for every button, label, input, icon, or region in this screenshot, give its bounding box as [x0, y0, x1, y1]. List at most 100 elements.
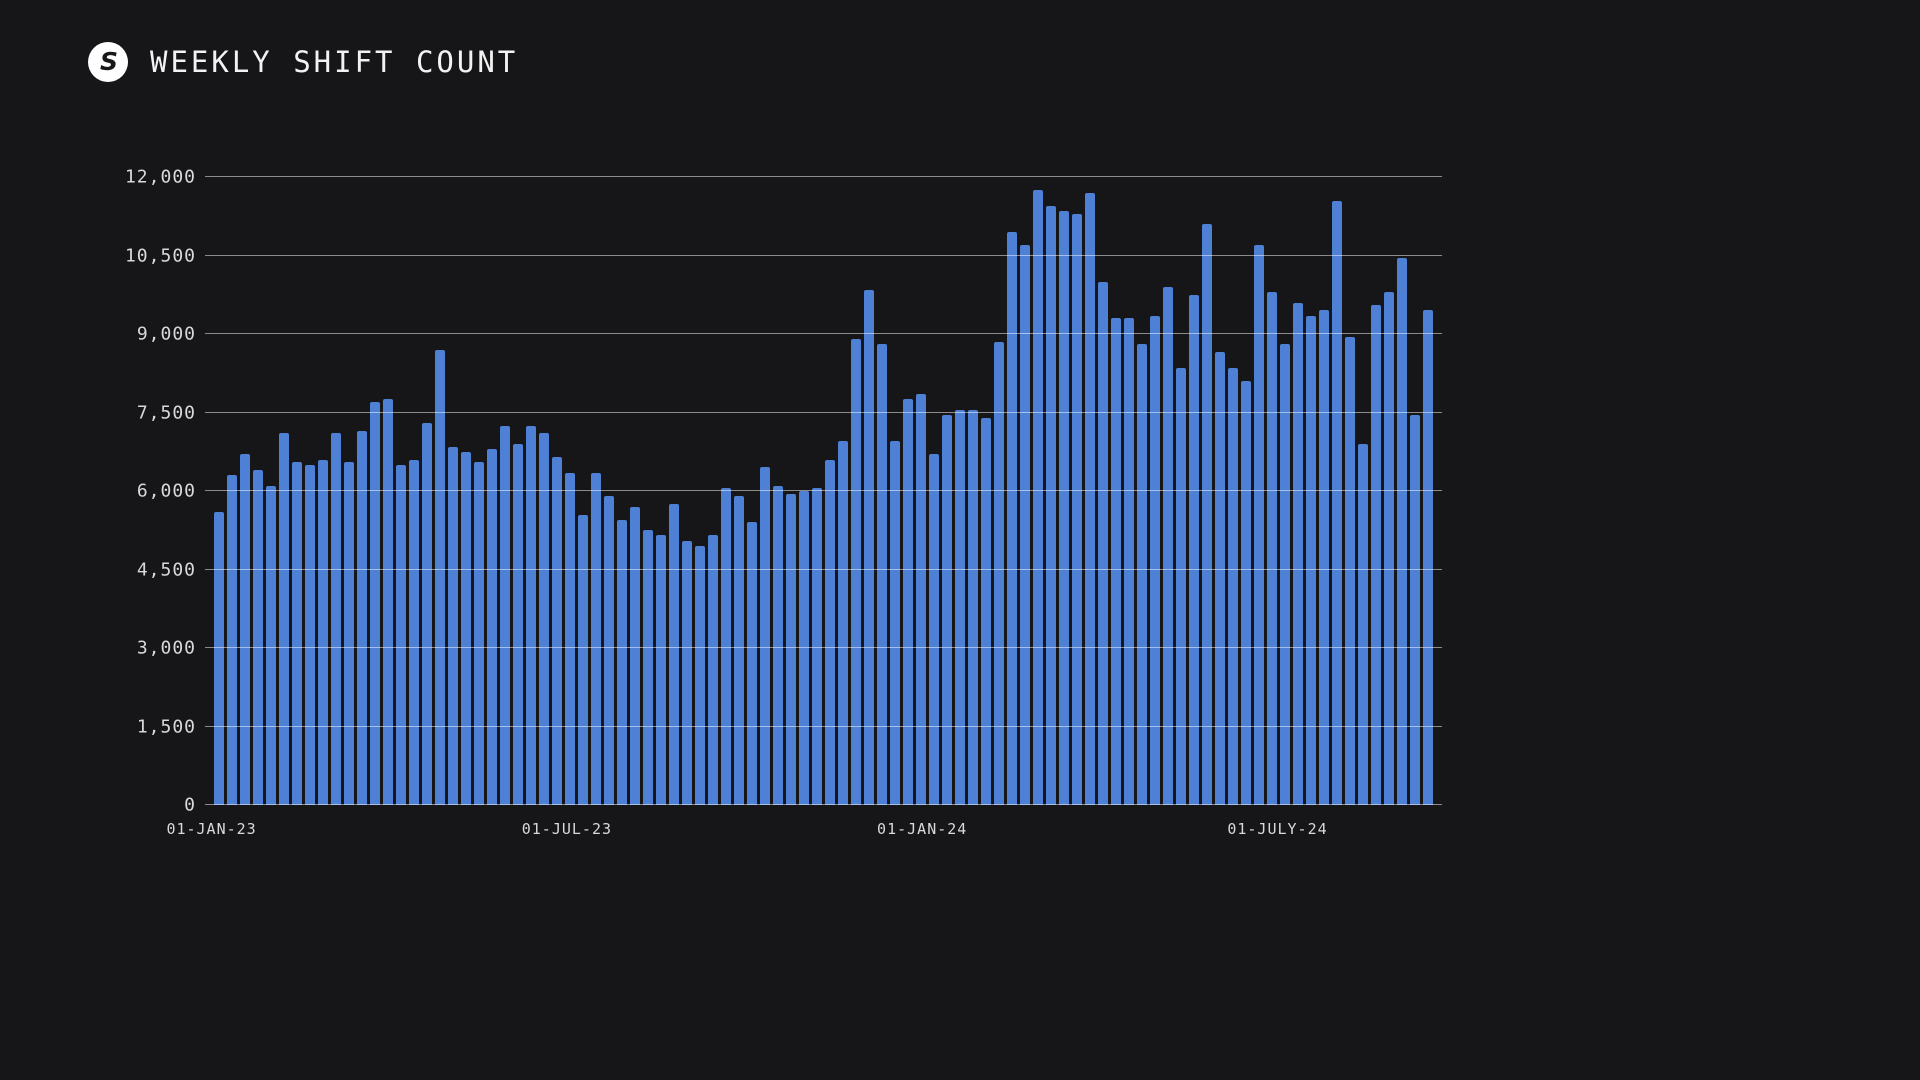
y-tick-label: 12,000	[124, 166, 196, 188]
s-logo-icon: S	[88, 42, 128, 82]
bar	[370, 402, 380, 805]
bar	[266, 485, 276, 805]
bar	[1397, 258, 1407, 805]
bar	[825, 459, 835, 805]
bar	[1137, 344, 1147, 805]
bar	[318, 459, 328, 805]
bar	[409, 459, 419, 805]
bar	[981, 417, 991, 805]
bar	[656, 535, 666, 805]
x-tick-label: 01-JUL-23	[521, 820, 613, 838]
bar	[578, 514, 588, 805]
bar	[591, 472, 601, 805]
bar	[721, 488, 731, 805]
bar	[1254, 245, 1264, 805]
bar	[539, 433, 549, 805]
bar	[1020, 245, 1030, 805]
bar	[331, 433, 341, 805]
bar	[1293, 302, 1303, 805]
bar	[864, 289, 874, 805]
x-tick-label: 01-JAN-24	[877, 820, 968, 838]
bar	[1189, 294, 1199, 805]
bar	[1228, 368, 1238, 805]
y-axis-labels: 0 1,500 3,000 4,500 6,000 7,500 9,000 10,500 12,…	[60, 167, 196, 816]
bar	[1332, 200, 1342, 805]
bar	[396, 464, 406, 805]
y-tick-label: 10,500	[124, 245, 196, 266]
plot-area	[205, 176, 1442, 805]
bar	[513, 443, 523, 805]
bar	[435, 349, 445, 805]
bar	[669, 504, 679, 805]
bar	[643, 530, 653, 805]
bar	[1202, 224, 1212, 805]
bar	[1176, 368, 1186, 805]
bar	[1410, 415, 1420, 805]
bar	[1111, 318, 1121, 805]
bar	[630, 506, 640, 805]
bar	[929, 454, 939, 805]
y-tick-label: 0	[184, 794, 196, 816]
bar	[448, 446, 458, 805]
bar	[565, 472, 575, 805]
bar	[279, 433, 289, 805]
y-tick-label: 1,500	[136, 716, 196, 737]
bar	[422, 422, 432, 805]
bar	[383, 399, 393, 805]
bar	[877, 344, 887, 805]
bar	[942, 415, 952, 805]
bar	[1267, 292, 1277, 805]
chart-header: S WEEKLY SHIFT COUNT	[88, 42, 518, 82]
bar	[1059, 211, 1069, 805]
bar	[1384, 292, 1394, 805]
bar	[1163, 286, 1173, 805]
bars	[205, 177, 1442, 805]
bar	[487, 449, 497, 805]
bar	[305, 464, 315, 805]
bar	[838, 441, 848, 805]
bar	[1046, 205, 1056, 805]
bar	[227, 475, 237, 805]
bar	[344, 462, 354, 805]
y-tick-label: 7,500	[136, 402, 196, 423]
bar	[240, 454, 250, 805]
bar	[1319, 310, 1329, 805]
bar	[357, 430, 367, 805]
bar	[552, 456, 562, 805]
x-axis-labels: 01-JAN-23 01-JUL-23 01-JAN-24 01-JULY-24	[166, 820, 1442, 848]
bar	[1345, 336, 1355, 805]
x-tick-label: 01-JULY-24	[1227, 820, 1328, 838]
y-tick-label: 4,500	[136, 559, 196, 580]
bar	[292, 462, 302, 805]
bar	[1423, 310, 1433, 805]
bar	[1306, 315, 1316, 805]
bar	[1085, 192, 1095, 805]
svg-text:S: S	[100, 47, 118, 76]
bar	[695, 545, 705, 805]
bar	[890, 441, 900, 805]
bar	[1241, 381, 1251, 805]
bar	[253, 470, 263, 805]
bar	[1358, 443, 1368, 805]
bar	[708, 535, 718, 805]
bar	[903, 399, 913, 805]
bar	[474, 462, 484, 805]
bar	[1215, 352, 1225, 805]
bar	[955, 409, 965, 805]
bar	[1007, 231, 1017, 805]
bar	[461, 451, 471, 805]
bar	[214, 511, 224, 805]
bar	[526, 425, 536, 805]
bar	[968, 409, 978, 805]
bar	[786, 493, 796, 805]
bar	[799, 491, 809, 805]
bar	[1098, 281, 1108, 805]
y-tick-label: 9,000	[136, 323, 196, 345]
bar	[916, 394, 926, 805]
bar	[994, 341, 1004, 805]
bar	[747, 522, 757, 805]
bar	[617, 519, 627, 805]
bar	[851, 339, 861, 805]
bar	[1124, 318, 1134, 805]
